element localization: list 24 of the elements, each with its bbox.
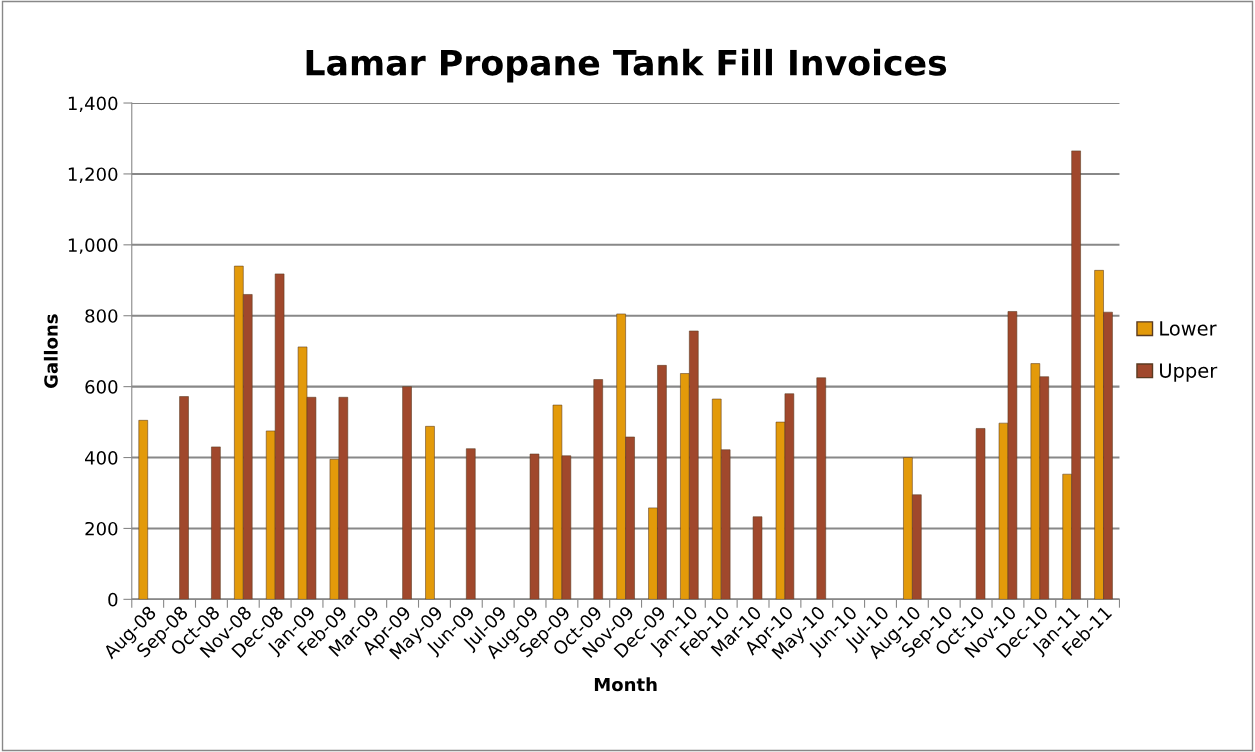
bar	[752, 516, 763, 600]
bar	[466, 448, 476, 600]
y-tick-label: 400	[85, 451, 118, 465]
x-axis-title: Month	[594, 677, 657, 692]
bar	[179, 396, 189, 600]
y-tick-label: 1,000	[68, 238, 118, 254]
bar	[402, 386, 412, 600]
legend-label: Upper	[1160, 363, 1218, 382]
bar	[975, 428, 986, 600]
bar	[211, 446, 221, 600]
chart-title: Lamar Propane Tank Fill Invoices	[306, 48, 947, 83]
y-tick-label: 0	[108, 592, 118, 607]
y-tick-label: 1,400	[68, 96, 118, 112]
y-tick-label: 800	[85, 309, 118, 323]
y-tick-label: 200	[85, 521, 118, 536]
bar	[138, 420, 148, 600]
bar	[425, 426, 435, 600]
bar	[816, 377, 826, 600]
bar	[593, 379, 603, 600]
y-tick-label: 600	[85, 380, 118, 394]
y-tick-label: 1,200	[68, 167, 118, 183]
y-axis-title: Gallons	[43, 314, 58, 388]
legend-label: Lower	[1160, 321, 1217, 336]
bar	[529, 453, 540, 600]
